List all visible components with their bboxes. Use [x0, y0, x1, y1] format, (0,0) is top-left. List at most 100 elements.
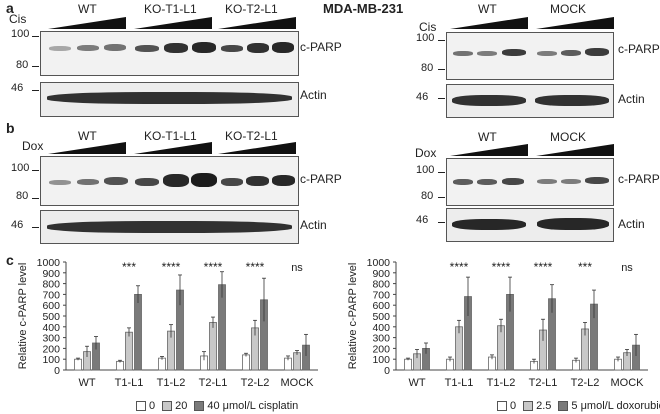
blot-cparp-a-right: [446, 32, 614, 80]
y-tick-label: 100: [42, 354, 60, 366]
x-tick-label: T1-L2: [487, 377, 516, 389]
bar: [404, 358, 412, 371]
cell-line-title: MDA-MB-231: [323, 1, 404, 16]
band: [561, 50, 581, 56]
legend-label-0: 0: [510, 400, 517, 412]
legend-doxorubicin: 0 2.5 5 μmol/L doxorubicin: [497, 400, 660, 412]
mw-100-b-right: 100: [416, 164, 435, 176]
y-tick-label: 800: [372, 279, 390, 291]
y-tick-label: 0: [384, 365, 390, 377]
band: [585, 177, 609, 184]
mw-tick: [32, 66, 39, 67]
group-label-b-right-wt: WT: [478, 130, 497, 144]
legend-label-1: 20: [175, 400, 188, 412]
blot-cparp-b-left: [40, 156, 299, 206]
mw-46-b-right: 46: [416, 214, 429, 226]
cparp-label-a-left: c-PARP: [300, 40, 342, 54]
band: [47, 92, 292, 104]
significance-label: ns: [291, 262, 303, 274]
x-tick-label: MOCK: [281, 377, 315, 389]
significance-label: ***: [122, 260, 136, 274]
band: [191, 173, 217, 187]
group-label-a-wt: WT: [78, 2, 97, 16]
y-tick-label: 800: [42, 279, 60, 291]
band: [477, 179, 497, 185]
band: [561, 179, 581, 184]
panel-a-label: a: [6, 0, 14, 16]
band: [537, 218, 609, 230]
y-tick-label: 100: [372, 354, 390, 366]
band: [502, 49, 526, 56]
significance-label: ****: [204, 260, 223, 274]
legend-label-0: 0: [149, 400, 156, 412]
actin-label-a-left: Actin: [300, 88, 327, 102]
drug-label-a-left: Cis: [9, 12, 27, 26]
group-label-a-ko2: KO-T2-L1: [225, 2, 278, 16]
panel-b-label: b: [6, 120, 15, 136]
y-axis-label: Relative c-PARP level: [347, 263, 359, 370]
y-tick-label: 700: [372, 289, 390, 301]
x-tick-label: T2-L1: [529, 377, 558, 389]
y-tick-label: 300: [372, 333, 390, 345]
bar: [209, 322, 217, 371]
significance-label: ****: [450, 260, 469, 274]
y-tick-label: 1000: [367, 257, 391, 269]
mw-80-a-left: 80: [16, 59, 29, 71]
mw-46-b-left: 46: [11, 219, 24, 231]
dose-triangles-b-left: [48, 142, 296, 154]
band: [47, 221, 292, 233]
bar: [134, 294, 142, 371]
band: [452, 95, 526, 106]
mw-100-a-left: 100: [11, 28, 30, 40]
bar: [125, 331, 133, 371]
band: [453, 51, 473, 56]
bar: [158, 357, 166, 371]
x-tick-label: WT: [408, 377, 425, 389]
mw-tick: [32, 36, 39, 37]
blot-actin-a-right: [446, 84, 614, 118]
mw-tick: [438, 172, 445, 173]
band: [537, 51, 557, 56]
x-tick-label: T1-L2: [157, 377, 186, 389]
y-tick-label: 200: [42, 343, 60, 355]
band: [272, 175, 295, 186]
band: [49, 180, 71, 185]
y-tick-label: 0: [54, 365, 60, 377]
y-tick-label: 200: [372, 343, 390, 355]
significance-label: ****: [246, 260, 265, 274]
mw-46-a-left: 46: [11, 82, 24, 94]
group-label-a-right-wt: WT: [478, 2, 497, 16]
mw-100-a-right: 100: [416, 32, 435, 44]
cparp-label-a-right: c-PARP: [618, 42, 660, 56]
mw-tick: [32, 90, 39, 91]
y-tick-label: 500: [372, 311, 390, 323]
band: [104, 177, 128, 185]
significance-label: ****: [534, 260, 553, 274]
y-tick-label: 900: [42, 268, 60, 280]
significance-label: ***: [578, 260, 592, 274]
cparp-label-b-left: c-PARP: [300, 172, 342, 186]
y-tick-label: 400: [42, 322, 60, 334]
band: [453, 179, 473, 185]
drug-label-b-right: Dox: [415, 146, 437, 160]
legend-swatch-0: [136, 401, 146, 411]
dose-triangles-a-left: [48, 17, 296, 29]
mw-80-a-right: 80: [421, 62, 434, 74]
y-tick-label: 600: [42, 300, 60, 312]
group-label-b-right-mock: MOCK: [550, 130, 586, 144]
band: [164, 43, 188, 53]
x-tick-label: WT: [78, 377, 95, 389]
band: [221, 178, 243, 186]
blot-actin-b-left: [40, 210, 299, 244]
mw-100-b-left: 100: [11, 162, 30, 174]
y-tick-label: 500: [42, 311, 60, 323]
mw-tick: [438, 98, 445, 99]
x-tick-label: T1-L1: [445, 377, 474, 389]
bar-chart-cisplatin: Relative c-PARP level 0100200300400500600…: [17, 257, 318, 389]
blot-cparp-a-left: [40, 31, 299, 76]
group-label-a-right-mock: MOCK: [550, 2, 586, 16]
group-label-b-ko2: KO-T2-L1: [225, 129, 278, 143]
bar: [497, 325, 505, 371]
dose-triangles-a-right: [450, 17, 614, 29]
